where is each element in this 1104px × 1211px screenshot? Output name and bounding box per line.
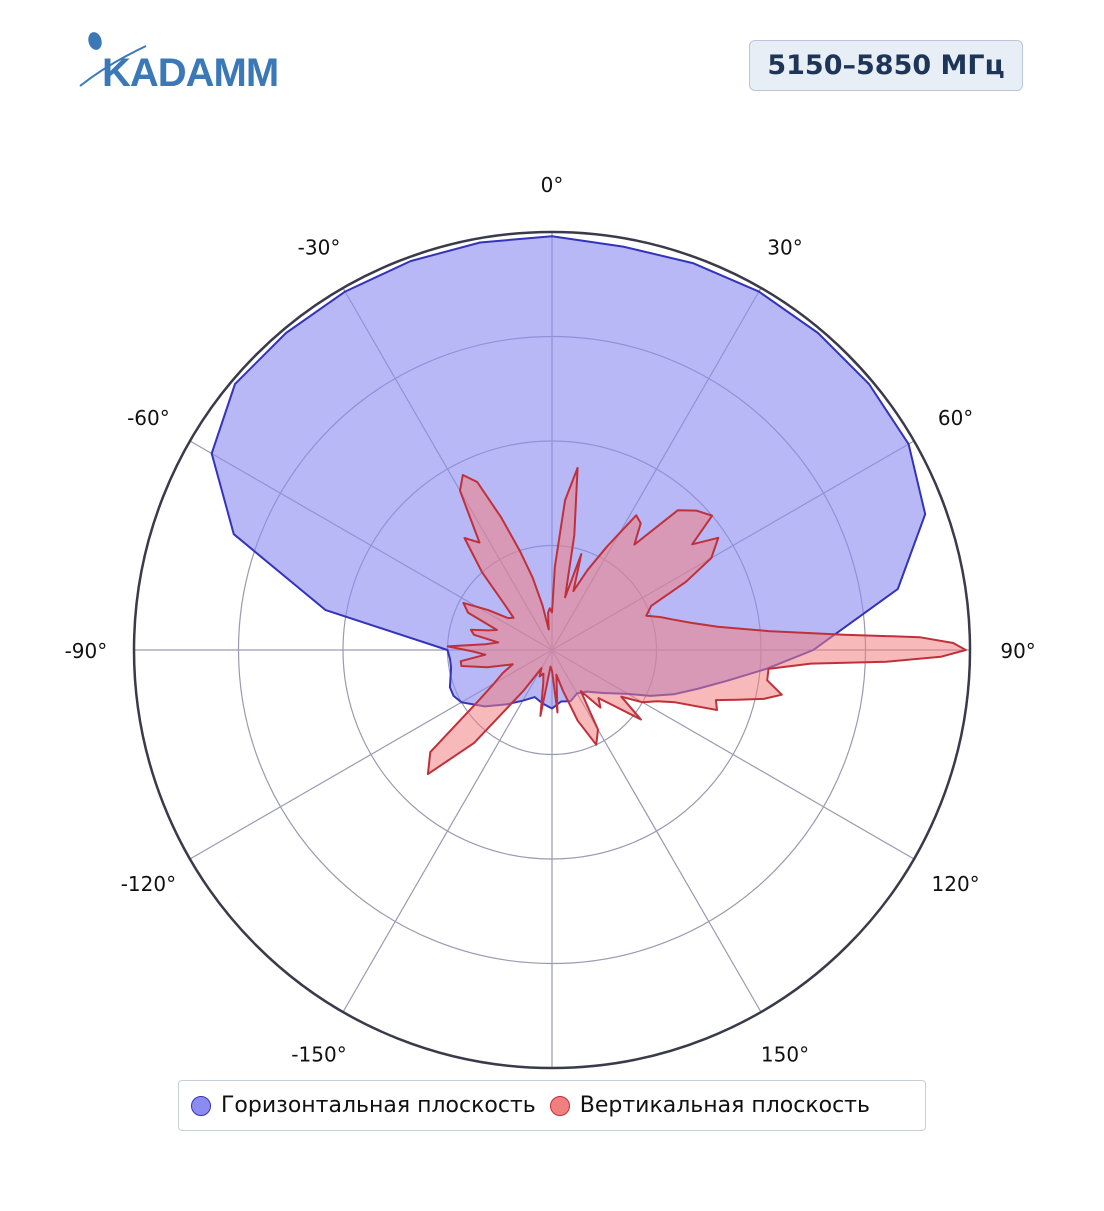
angular-tick-label: 60° (938, 406, 973, 430)
series-vertical-area (426, 466, 967, 776)
angular-tick-label: 90° (1000, 639, 1035, 663)
frequency-badge: 5150–5850 МГц (749, 40, 1023, 91)
angular-tick-label: 30° (767, 235, 802, 259)
angular-tick-label: 120° (932, 872, 980, 896)
series-layer (210, 235, 967, 776)
angular-tick-label: -120° (121, 872, 176, 896)
kadamm-logo: KADAMM (79, 32, 279, 94)
angular-tick-label: 150° (761, 1043, 809, 1067)
legend-item-vertical[interactable]: Вертикальная плоскость (549, 1093, 870, 1118)
legend-marker-vertical (549, 1095, 570, 1116)
outer-ring (132, 230, 972, 1070)
legend-label-horizontal: Горизонтальная плоскость (221, 1093, 536, 1118)
legend-item-horizontal[interactable]: Горизонтальная плоскость (191, 1093, 536, 1118)
angular-tick-label: -30° (298, 235, 341, 259)
angular-grid-line (342, 649, 553, 1013)
angular-tick-label: -150° (291, 1043, 346, 1067)
legend: Горизонтальная плоскость Вертикальная пл… (178, 1080, 926, 1131)
angular-tick-label: -60° (127, 406, 170, 430)
angular-tick-label: -90° (65, 639, 108, 663)
legend-marker-horizontal (191, 1095, 211, 1116)
legend-label-vertical: Вертикальная плоскость (579, 1093, 870, 1118)
svg-text:KADAMM: KADAMM (102, 51, 278, 94)
angular-tick-labels: 0° 30° 60° 90° 120° 150° -150° -120° -90° -60° -30… (65, 173, 1036, 1067)
angular-tick-label: 0° (541, 173, 564, 197)
